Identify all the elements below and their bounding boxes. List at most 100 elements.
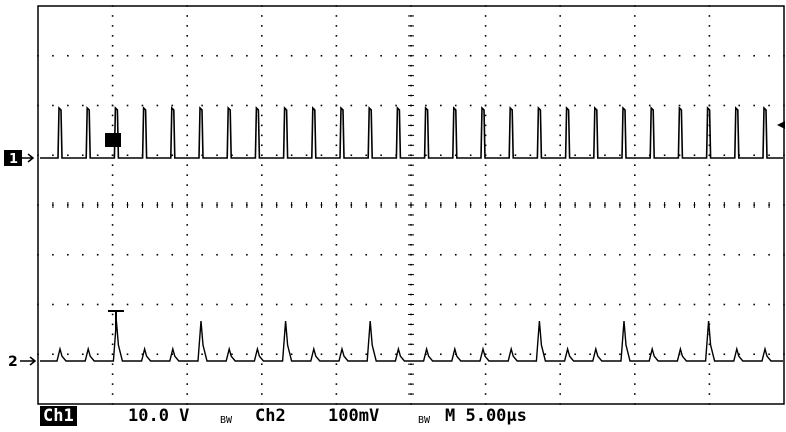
grid-dot	[484, 94, 487, 97]
grid-dot	[335, 253, 338, 256]
ch2-label[interactable]: Ch2	[255, 406, 286, 426]
grid-dot	[738, 253, 741, 256]
grid-dot	[559, 74, 561, 77]
grid-dot	[305, 253, 308, 256]
trigger-T-icon[interactable]	[108, 310, 124, 330]
grid-dot	[261, 214, 263, 216]
grid-dot	[708, 164, 711, 166]
grid-dot	[678, 104, 681, 107]
grid-dot	[708, 373, 711, 375]
ch1-trace	[40, 106, 783, 159]
grid-dot	[126, 104, 129, 107]
grid-dot	[186, 64, 188, 67]
grid-dot	[52, 154, 54, 157]
grid-dot	[589, 54, 591, 57]
grid-dot	[67, 353, 69, 356]
trigger-level-arrow-icon[interactable]	[777, 121, 785, 129]
grid-dot	[261, 114, 263, 117]
status-readout: Ch1	[40, 405, 77, 427]
arrow-right-icon	[22, 153, 35, 163]
grid-dot	[514, 54, 517, 57]
grid-dot	[529, 54, 532, 57]
grid-dot	[753, 303, 755, 306]
grid-dot	[484, 104, 487, 107]
grid-dot	[708, 353, 711, 356]
grid-dot	[484, 164, 487, 166]
grid-dot	[261, 373, 263, 375]
grid-dot	[484, 333, 487, 336]
grid-dot	[335, 104, 338, 107]
grid-dot	[111, 393, 114, 395]
ch1-ground-marker[interactable]: 1	[4, 150, 35, 167]
grid-dot	[111, 104, 114, 107]
grid-dot	[454, 303, 457, 306]
grid-dot	[320, 54, 323, 57]
grid-dot	[111, 194, 114, 196]
grid-dot	[484, 353, 487, 356]
grid-dot	[663, 104, 666, 107]
grid-dot	[275, 253, 278, 256]
grid-dot	[738, 104, 741, 107]
grid-dot	[320, 353, 323, 356]
ch1-cursor-marker[interactable]	[105, 133, 121, 147]
grid-dot	[693, 154, 696, 157]
grid-dot	[186, 45, 188, 47]
grid-dot	[484, 64, 487, 67]
grid-dot	[634, 393, 636, 395]
grid-dot	[365, 154, 368, 157]
grid-dot	[335, 393, 338, 395]
grid-dot	[305, 154, 308, 157]
grid-dot	[634, 214, 636, 216]
grid-dot	[484, 144, 487, 147]
grid-dot	[559, 244, 561, 246]
grid-dot	[484, 5, 487, 7]
grid-dot	[111, 54, 114, 57]
grid-dot	[111, 263, 114, 266]
grid-dot	[335, 64, 338, 67]
grid-dot	[514, 104, 517, 107]
grid-dot	[261, 333, 263, 336]
grid-dot	[544, 353, 547, 356]
grid-dot	[484, 15, 487, 17]
grid-dot	[648, 353, 651, 356]
grid-dot	[768, 54, 770, 57]
grid-dot	[634, 154, 636, 157]
grid-dot	[111, 214, 114, 216]
grid-dot	[529, 303, 532, 306]
grid-dot	[484, 283, 487, 286]
grid-dot	[753, 353, 755, 356]
grid-dot	[186, 104, 188, 107]
grid-dot	[559, 333, 561, 336]
timebase[interactable]: M 5.00µs	[445, 406, 527, 426]
ch1-badge[interactable]: Ch1	[40, 406, 77, 426]
grid-dot	[335, 373, 338, 375]
grid-dot	[261, 293, 263, 296]
grid-dot	[156, 54, 159, 57]
grid-dot	[37, 253, 39, 256]
grid-dot	[708, 403, 711, 405]
grid-dot	[604, 154, 606, 157]
grid-dot	[335, 84, 338, 87]
grid-dot	[186, 234, 188, 236]
ch2-ground-marker[interactable]: 2	[8, 354, 37, 370]
grid-dot	[335, 293, 338, 296]
grid-dot	[81, 303, 84, 306]
grid-dot	[723, 154, 726, 157]
grid-dot	[380, 353, 382, 356]
grid-dot	[335, 313, 338, 316]
grid-dot	[335, 174, 338, 176]
grid-dot	[141, 253, 144, 256]
grid-dot	[708, 154, 711, 157]
grid-dot	[619, 353, 621, 356]
grid-dot	[469, 303, 472, 306]
grid-dot	[425, 253, 427, 256]
grid-dot	[261, 64, 263, 67]
grid-dot	[589, 353, 591, 356]
grid-dot	[141, 303, 144, 306]
grid-dot	[648, 104, 651, 107]
grid-dot	[96, 303, 99, 306]
grid-dot	[37, 353, 39, 356]
grid-dot	[141, 104, 144, 107]
grid-dot	[604, 353, 606, 356]
grid-dot	[261, 383, 263, 385]
